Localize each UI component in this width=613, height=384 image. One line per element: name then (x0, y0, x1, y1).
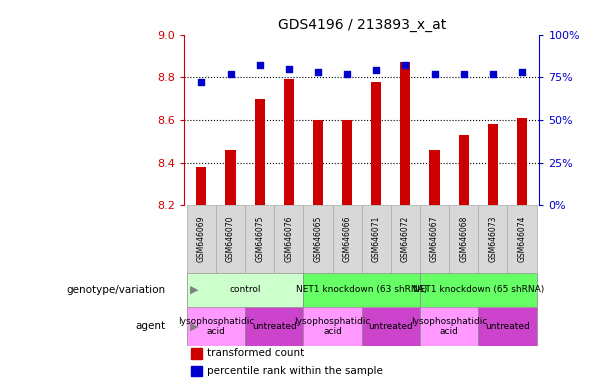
Point (400, 62, 410, 68)
Bar (191, 366, 202, 376)
Text: GSM646069: GSM646069 (197, 216, 206, 262)
Text: GSM646067: GSM646067 (430, 216, 439, 262)
Text: untreated: untreated (368, 322, 413, 331)
Point (371, 67, 381, 73)
Bar (488, 124, 498, 205)
Bar (508, 205, 536, 273)
Bar (191, 348, 202, 359)
Text: transformed count: transformed count (207, 348, 304, 358)
Bar (187, 307, 245, 346)
Bar (478, 307, 536, 346)
Bar (187, 273, 303, 307)
Text: GSM646071: GSM646071 (371, 216, 381, 262)
Bar (420, 307, 478, 346)
Bar (332, 205, 362, 273)
Text: ▶: ▶ (190, 285, 199, 295)
Text: GSM646072: GSM646072 (401, 216, 410, 262)
Bar (459, 135, 469, 205)
Text: NET1 knockdown (65 shRNA): NET1 knockdown (65 shRNA) (413, 285, 544, 295)
Bar (245, 205, 274, 273)
Bar (254, 99, 265, 205)
Text: untreated: untreated (252, 322, 297, 331)
Point (517, 69, 527, 75)
Text: lysophosphatidic
acid: lysophosphatidic acid (294, 317, 371, 336)
Point (459, 71, 468, 77)
Bar (274, 205, 303, 273)
Bar (216, 205, 245, 273)
Bar (303, 273, 420, 307)
Text: GSM646073: GSM646073 (489, 216, 497, 262)
Text: genotype/variation: genotype/variation (66, 285, 166, 295)
Bar (245, 307, 303, 346)
Point (342, 71, 352, 77)
Bar (187, 205, 216, 273)
Bar (303, 307, 362, 346)
Text: GSM646066: GSM646066 (343, 216, 352, 262)
Text: ▶: ▶ (190, 321, 199, 331)
Bar (400, 62, 411, 205)
Bar (391, 205, 420, 273)
Text: GSM646074: GSM646074 (517, 216, 527, 262)
Text: GSM646075: GSM646075 (255, 216, 264, 262)
Bar (303, 205, 332, 273)
Text: lysophosphatidic
acid: lysophosphatidic acid (411, 317, 487, 336)
Bar (430, 150, 440, 205)
Bar (196, 167, 207, 205)
Point (284, 66, 294, 72)
Bar (362, 205, 391, 273)
Point (430, 71, 440, 77)
Bar (449, 205, 478, 273)
Text: percentile rank within the sample: percentile rank within the sample (207, 366, 383, 376)
Title: GDS4196 / 213893_x_at: GDS4196 / 213893_x_at (278, 18, 446, 32)
Point (488, 71, 498, 77)
Text: agent: agent (135, 321, 166, 331)
Bar (371, 81, 381, 205)
Bar (342, 120, 352, 205)
Text: control: control (229, 285, 261, 295)
Point (255, 62, 265, 68)
Point (197, 79, 207, 86)
Point (226, 71, 235, 77)
Text: untreated: untreated (485, 322, 530, 331)
Bar (478, 205, 508, 273)
Bar (420, 205, 449, 273)
Text: NET1 knockdown (63 shRNA): NET1 knockdown (63 shRNA) (296, 285, 427, 295)
Bar (226, 150, 235, 205)
Text: GSM646076: GSM646076 (284, 216, 293, 262)
Bar (362, 307, 420, 346)
Text: lysophosphatidic
acid: lysophosphatidic acid (178, 317, 254, 336)
Bar (517, 118, 527, 205)
Bar (284, 79, 294, 205)
Text: GSM646068: GSM646068 (459, 216, 468, 262)
Text: GSM646070: GSM646070 (226, 216, 235, 262)
Text: GSM646065: GSM646065 (313, 216, 322, 262)
Point (313, 69, 323, 75)
Bar (313, 120, 323, 205)
Bar (420, 273, 536, 307)
